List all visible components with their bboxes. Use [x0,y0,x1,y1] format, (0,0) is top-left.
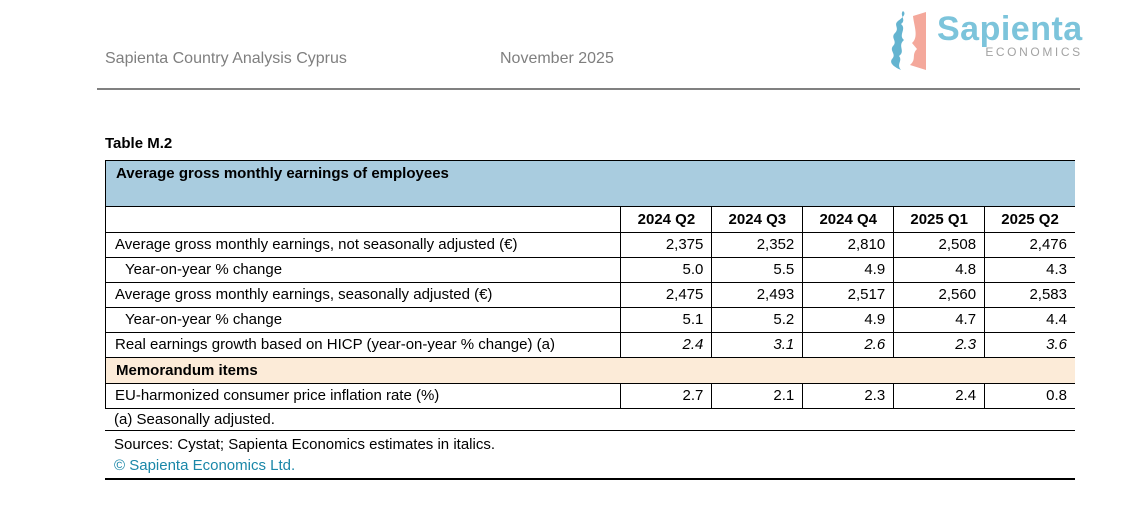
earnings-table-body: Average gross monthly earnings of employ… [105,160,1075,409]
cell-value: 4.9 [802,308,893,332]
row-label: Average gross monthly earnings, seasonal… [115,286,493,303]
cell-value: 2.1 [711,384,802,408]
cell-value: 5.0 [620,258,711,282]
cell-value: 4.8 [893,258,984,282]
cell-value: 2,583 [984,283,1075,307]
cell-value: 4.3 [984,258,1075,282]
column-header: 2024 Q3 [711,207,802,232]
row-label: Real earnings growth based on HICP (year… [115,336,555,353]
cell-value: 2.4 [893,384,984,408]
cell-value: 2.6 [802,333,893,357]
column-header: 2025 Q2 [984,207,1075,232]
cell-value: 0.8 [984,384,1075,408]
table-row: Average gross monthly earnings, seasonal… [106,283,1075,308]
sapienta-logo-mark-icon [891,11,926,70]
table-row: Real earnings growth based on HICP (year… [106,333,1075,358]
cell-value: 2,508 [893,233,984,257]
cell-value: 4.7 [893,308,984,332]
cell-value: 2.4 [620,333,711,357]
table-header-row: 2024 Q2 2024 Q3 2024 Q4 2025 Q1 2025 Q2 [106,207,1075,233]
cell-value: 5.2 [711,308,802,332]
cell-value: 5.5 [711,258,802,282]
column-header: 2025 Q1 [893,207,984,232]
logo-brand-text: Sapienta [937,10,1083,48]
row-label: Year-on-year % change [125,311,283,328]
cell-value: 3.6 [984,333,1075,357]
doc-date: November 2025 [500,50,614,67]
table-row: Average gross monthly earnings, not seas… [106,233,1075,258]
table-row: Year-on-year % change 5.1 5.2 4.9 4.7 4.… [106,308,1075,333]
table-sources: Sources: Cystat; Sapienta Economics esti… [114,436,495,453]
cell-value: 2,476 [984,233,1075,257]
cell-value: 2,375 [620,233,711,257]
cell-value: 4.4 [984,308,1075,332]
logo-sub-text: ECONOMICS [985,45,1083,59]
cell-value: 2.3 [802,384,893,408]
column-header: 2024 Q2 [620,207,711,232]
cell-value: 3.1 [711,333,802,357]
header-label-cell [106,207,620,232]
row-label: EU-harmonized consumer price inflation r… [115,387,440,404]
row-label: Year-on-year % change [125,261,283,278]
cell-value: 2,560 [893,283,984,307]
memorandum-header-bar: Memorandum items [106,358,1075,384]
table-row: Year-on-year % change 5.0 5.5 4.9 4.8 4.… [106,258,1075,283]
earnings-table: Average gross monthly earnings of employ… [105,160,1075,480]
cell-value: 2,517 [802,283,893,307]
cell-value: 2,352 [711,233,802,257]
table-row: EU-harmonized consumer price inflation r… [106,384,1075,409]
logo-text: Sapienta ECONOMICS [937,11,1083,59]
table-footnote: (a) Seasonally adjusted. [105,409,1075,431]
cell-value: 2,475 [620,283,711,307]
header-divider [97,88,1080,90]
table-title-bar: Average gross monthly earnings of employ… [106,160,1075,207]
table-caption: Table M.2 [105,135,173,152]
column-header: 2024 Q4 [802,207,893,232]
cell-value: 2.7 [620,384,711,408]
sapienta-logo: Sapienta ECONOMICS [888,11,1083,71]
cell-value: 4.9 [802,258,893,282]
cell-value: 2,810 [802,233,893,257]
cell-value: 2,493 [711,283,802,307]
row-label: Average gross monthly earnings, not seas… [115,236,518,253]
cell-value: 5.1 [620,308,711,332]
table-copyright: © Sapienta Economics Ltd. [114,457,296,474]
cell-value: 2.3 [893,333,984,357]
doc-title: Sapienta Country Analysis Cyprus [105,50,347,67]
